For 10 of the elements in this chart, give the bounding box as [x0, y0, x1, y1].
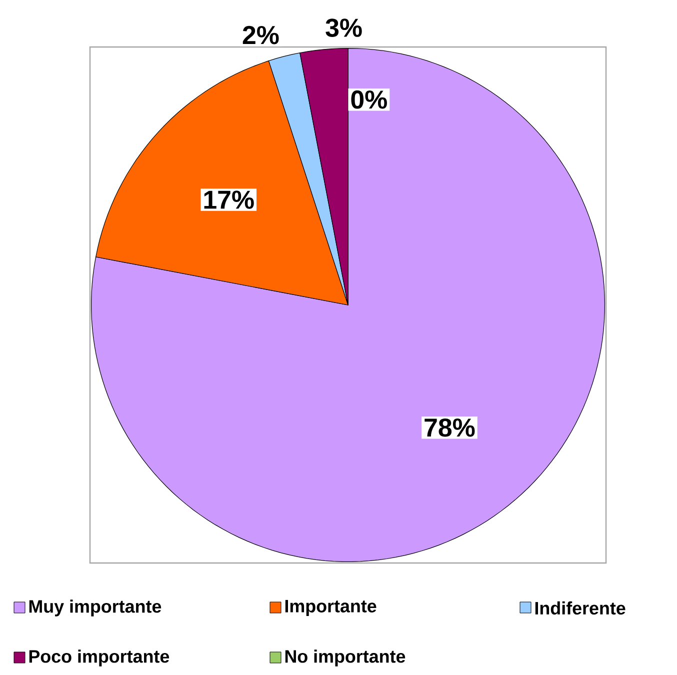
text: 0%	[351, 90, 387, 109]
legend-label: Muy importante	[29, 600, 162, 616]
data-label: 3%	[326, 18, 362, 37]
data-label: 78%	[424, 418, 475, 437]
legend-label: Importante	[285, 600, 376, 616]
data-label: 2%	[242, 26, 279, 44]
data-label: 17%	[204, 190, 254, 209]
legend-label: No importante	[285, 650, 406, 666]
legend-label: Poco importante	[29, 650, 170, 666]
legend-label: Indiferente	[535, 601, 626, 615]
